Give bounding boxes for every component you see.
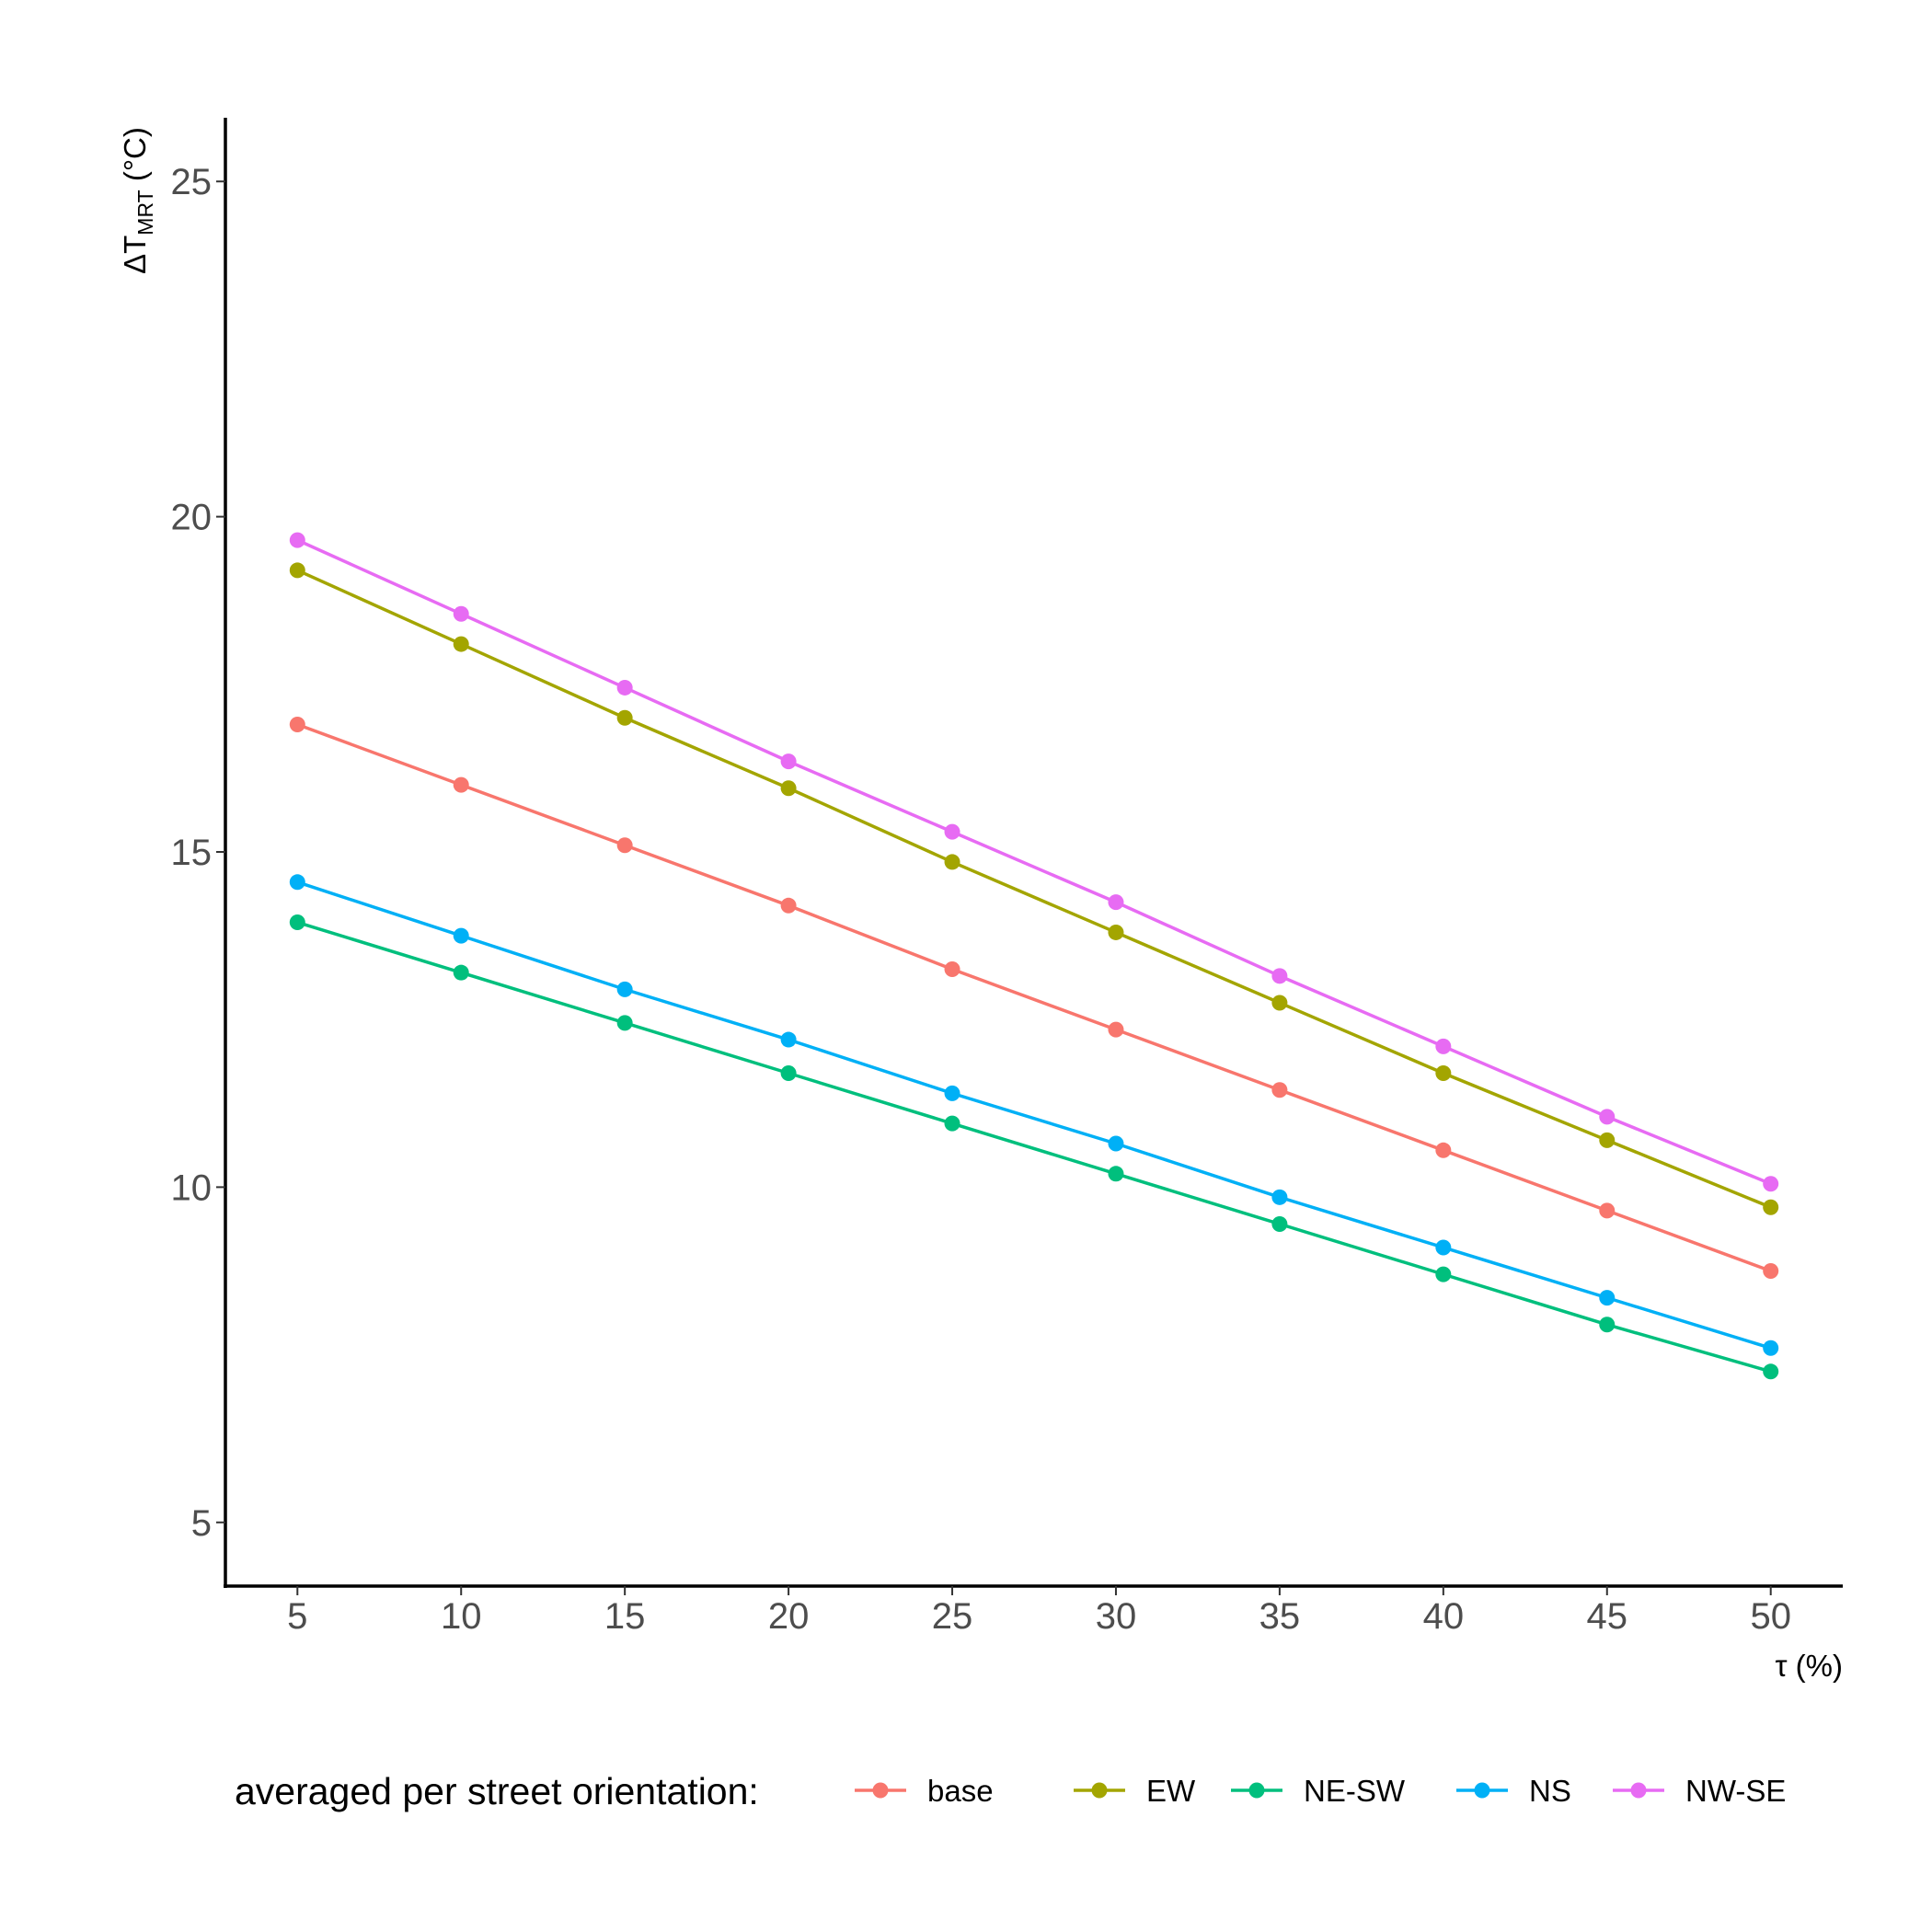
legend-item-nw-se: NW-SE	[1613, 1774, 1786, 1808]
legend-label: base	[927, 1774, 994, 1808]
series-line-ns	[296, 880, 1772, 1350]
series-line-ne-sw	[296, 920, 1772, 1374]
legend-key-point	[1248, 1782, 1265, 1799]
data-point-ns	[1435, 1239, 1452, 1256]
data-point-ew	[453, 636, 469, 652]
data-point-base	[1108, 1021, 1124, 1038]
data-point-ew	[616, 709, 633, 726]
data-point-ew	[1599, 1132, 1616, 1148]
plot-area	[289, 532, 1779, 1380]
legend-item-ns: NS	[1456, 1774, 1571, 1808]
data-point-ne-sw	[1108, 1166, 1124, 1182]
data-point-ns	[616, 981, 633, 997]
data-point-ne-sw	[1271, 1215, 1288, 1232]
data-point-ne-sw	[944, 1115, 960, 1132]
data-point-nw-se	[1271, 968, 1288, 984]
x-tick-label: 40	[1423, 1596, 1465, 1637]
data-point-ew	[1108, 924, 1124, 940]
legend-key-point	[1630, 1782, 1647, 1799]
legend-title: averaged per street orientation:	[235, 1770, 759, 1812]
series-line-base	[296, 722, 1772, 1273]
data-point-ns	[289, 874, 305, 891]
data-point-nw-se	[1763, 1176, 1779, 1192]
data-point-base	[1435, 1142, 1452, 1158]
data-point-nw-se	[1599, 1109, 1616, 1125]
x-tick-label: 20	[768, 1596, 810, 1637]
legend-label: EW	[1146, 1774, 1196, 1808]
data-point-ne-sw	[780, 1064, 797, 1081]
x-tick-label: 10	[441, 1596, 482, 1637]
x-tick-label: 15	[604, 1596, 646, 1637]
legend-key-point	[1474, 1782, 1490, 1799]
data-point-base	[616, 837, 633, 854]
data-point-nw-se	[616, 679, 633, 696]
data-point-base	[453, 776, 469, 793]
legend-key-point	[1091, 1782, 1108, 1799]
x-tick-label: 45	[1587, 1596, 1628, 1637]
x-tick-label: 5	[287, 1596, 307, 1637]
data-point-ns	[944, 1085, 960, 1101]
data-point-ns	[1271, 1189, 1288, 1205]
data-point-nw-se	[1435, 1038, 1452, 1054]
y-tick-label: 15	[171, 833, 213, 873]
y-axis-ticks: 5 10 15 20 25	[171, 162, 225, 1544]
data-point-ew	[780, 780, 797, 797]
data-point-ne-sw	[289, 914, 305, 931]
y-tick-label: 5	[191, 1503, 212, 1544]
data-point-base	[780, 897, 797, 914]
data-point-ne-sw	[453, 964, 469, 981]
y-axis-title: ΔTMRT (°C)	[118, 127, 157, 274]
x-tick-label: 35	[1259, 1596, 1301, 1637]
legend: averaged per street orientation: base EW N…	[235, 1770, 1786, 1812]
y-tick-label: 25	[171, 162, 213, 202]
data-point-base	[1599, 1202, 1616, 1219]
x-tick-label: 25	[932, 1596, 973, 1637]
y-axis-title-unit: (°C)	[118, 127, 152, 190]
y-tick-label: 20	[171, 498, 213, 538]
data-point-base	[289, 717, 305, 733]
legend-key-point	[872, 1782, 889, 1799]
y-axis-title-sub: MRT	[133, 190, 157, 235]
data-point-nw-se	[1108, 894, 1124, 911]
legend-label: NS	[1529, 1774, 1571, 1808]
y-tick-label: 10	[171, 1167, 213, 1208]
x-axis-title: τ (%)	[1775, 1649, 1843, 1683]
axes	[224, 118, 1843, 1588]
legend-item-ew: EW	[1074, 1774, 1196, 1808]
data-point-base	[1271, 1082, 1288, 1098]
series-line-ew	[296, 569, 1772, 1209]
data-point-ne-sw	[1599, 1317, 1616, 1333]
data-point-ns	[1108, 1135, 1124, 1152]
data-point-nw-se	[944, 823, 960, 840]
data-point-nw-se	[289, 532, 305, 548]
data-point-base	[1763, 1262, 1779, 1279]
data-point-ns	[1599, 1290, 1616, 1306]
x-axis-ticks: 5 10 15 20 25 30 35 40 45 50	[287, 1586, 1791, 1637]
legend-label: NW-SE	[1685, 1774, 1786, 1808]
data-point-base	[944, 961, 960, 978]
data-point-ns	[453, 927, 469, 944]
legend-item-base: base	[855, 1774, 994, 1808]
data-point-ne-sw	[1435, 1266, 1452, 1282]
data-point-nw-se	[453, 605, 469, 622]
data-point-ne-sw	[1763, 1363, 1779, 1380]
series-line-nw-se	[296, 538, 1772, 1186]
data-point-ne-sw	[616, 1015, 633, 1031]
data-point-ew	[944, 854, 960, 870]
data-point-nw-se	[780, 753, 797, 770]
data-point-ew	[1763, 1199, 1779, 1215]
data-point-ns	[1763, 1340, 1779, 1356]
data-point-ns	[780, 1031, 797, 1048]
legend-label: NE-SW	[1304, 1774, 1406, 1808]
legend-item-ne-sw: NE-SW	[1231, 1774, 1406, 1808]
x-tick-label: 50	[1750, 1596, 1791, 1637]
x-tick-label: 30	[1096, 1596, 1137, 1637]
data-point-ew	[1435, 1064, 1452, 1081]
data-point-ew	[289, 562, 305, 579]
y-axis-title-main: ΔT	[118, 236, 152, 274]
data-point-ew	[1271, 995, 1288, 1011]
